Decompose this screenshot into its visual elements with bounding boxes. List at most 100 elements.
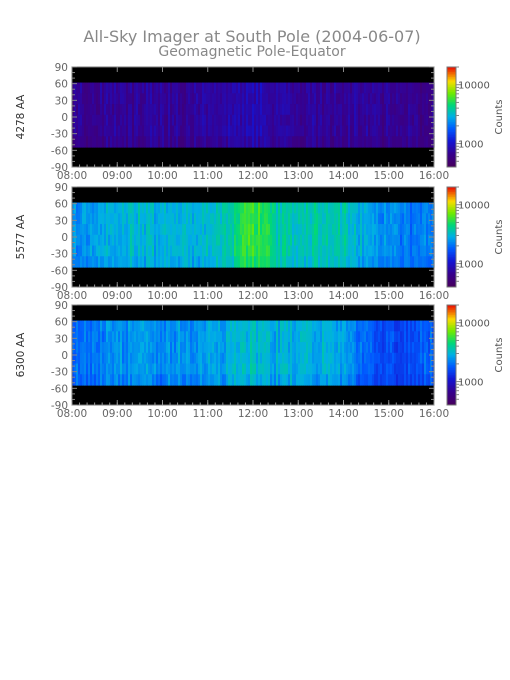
data-cell — [212, 93, 215, 105]
data-cell — [390, 136, 393, 148]
data-cell — [322, 320, 325, 332]
colorbar-cell — [447, 268, 456, 271]
data-cell — [244, 202, 247, 214]
data-cell — [334, 256, 337, 268]
data-cell — [370, 256, 373, 268]
data-cell — [378, 104, 381, 116]
data-cell — [230, 234, 233, 247]
data-cell — [118, 114, 121, 127]
data-cell — [78, 213, 81, 225]
data-cell — [214, 104, 217, 116]
data-cell — [226, 104, 229, 116]
data-cell — [140, 136, 143, 148]
data-cell — [396, 331, 399, 343]
data-cell — [76, 224, 79, 236]
data-cell — [206, 136, 209, 148]
data-cell — [370, 234, 373, 247]
data-cell — [424, 245, 427, 257]
data-cell — [404, 234, 407, 247]
data-cell — [230, 352, 233, 365]
data-cell — [360, 93, 363, 105]
colorbar-tick-label: 1000 — [458, 140, 483, 151]
data-cell — [240, 320, 243, 332]
data-cell — [126, 363, 129, 375]
data-cell — [80, 82, 83, 94]
data-cell — [116, 234, 119, 247]
data-cell — [412, 224, 415, 236]
data-cell — [170, 342, 173, 354]
data-cell — [82, 114, 85, 127]
data-cell — [244, 256, 247, 268]
data-cell — [428, 136, 431, 148]
colorbar-cell — [447, 265, 456, 268]
data-cell — [404, 93, 407, 105]
data-cell — [180, 331, 183, 343]
data-cell — [260, 320, 263, 332]
data-cell — [76, 82, 79, 94]
data-cell — [296, 125, 299, 137]
data-cell — [366, 245, 369, 257]
data-cell — [132, 234, 135, 247]
data-cell — [396, 256, 399, 268]
data-cell — [156, 320, 159, 332]
data-cell — [134, 245, 137, 257]
data-cell — [358, 125, 361, 137]
data-cell — [350, 374, 353, 386]
data-cell — [284, 224, 287, 236]
data-cell — [284, 104, 287, 116]
data-cell — [304, 256, 307, 268]
data-cell — [310, 213, 313, 225]
data-cell — [350, 125, 353, 137]
data-cell — [254, 352, 257, 365]
x-tick-label: 09:00 — [102, 170, 132, 182]
data-cell — [182, 104, 185, 116]
data-cell — [300, 104, 303, 116]
data-cell — [226, 125, 229, 137]
data-cell — [256, 82, 259, 94]
data-cell — [116, 256, 119, 268]
data-cell — [88, 224, 91, 236]
data-cell — [404, 342, 407, 354]
data-cell — [84, 256, 87, 268]
data-cell — [294, 234, 297, 247]
data-cell — [120, 136, 123, 148]
data-cell — [382, 125, 385, 137]
data-cell — [226, 234, 229, 247]
data-cell — [158, 374, 161, 386]
data-cell — [278, 213, 281, 225]
data-cell — [84, 136, 87, 148]
data-cell — [142, 104, 145, 116]
data-cell — [338, 352, 341, 365]
data-cell — [342, 125, 345, 137]
data-cell — [378, 114, 381, 127]
data-cell — [160, 82, 163, 94]
colorbar-cell — [447, 208, 456, 211]
data-cell — [418, 352, 421, 365]
data-cell — [180, 342, 183, 354]
colorbar-cell — [447, 313, 456, 316]
data-cell — [110, 224, 113, 236]
data-cell — [158, 224, 161, 236]
data-cell — [170, 82, 173, 94]
data-cell — [220, 331, 223, 343]
data-cell — [428, 82, 431, 94]
data-cell — [190, 202, 193, 214]
data-cell — [298, 82, 301, 94]
data-cell — [194, 234, 197, 247]
data-cell — [316, 114, 319, 127]
data-cell — [168, 224, 171, 236]
data-cell — [90, 93, 93, 105]
data-cell — [112, 125, 115, 137]
colorbar-cell — [447, 93, 456, 96]
data-cell — [106, 256, 109, 268]
data-cell — [294, 104, 297, 116]
data-cell — [360, 224, 363, 236]
data-cell — [92, 352, 95, 365]
data-cell — [340, 125, 343, 137]
data-cell — [418, 374, 421, 386]
data-cell — [248, 224, 251, 236]
data-cell — [330, 234, 333, 247]
data-cell — [128, 342, 131, 354]
data-cell — [272, 342, 275, 354]
